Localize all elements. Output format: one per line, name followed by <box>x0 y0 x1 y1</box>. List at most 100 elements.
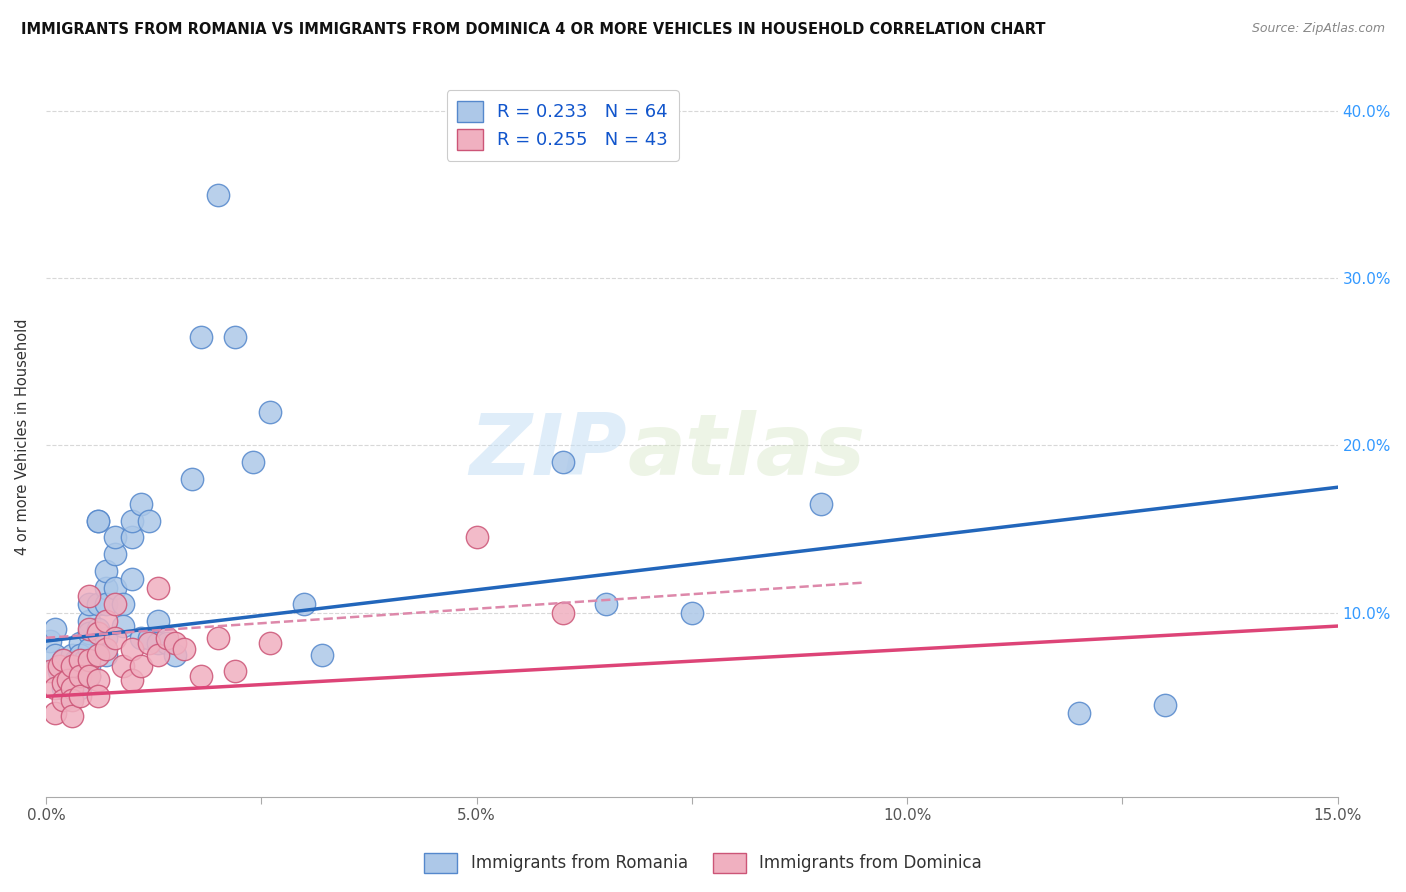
Point <box>69 669 91 683</box>
Point <box>207 187 229 202</box>
Point <box>77 614 100 628</box>
Text: Source: ZipAtlas.com: Source: ZipAtlas.com <box>1251 22 1385 36</box>
Point <box>551 606 574 620</box>
Point <box>60 690 83 704</box>
Point <box>104 631 127 645</box>
Point <box>155 631 177 645</box>
Point <box>465 530 488 544</box>
Point <box>104 530 127 544</box>
Point <box>129 659 152 673</box>
Point <box>311 648 333 662</box>
Legend: R = 0.233   N = 64, R = 0.255   N = 43: R = 0.233 N = 64, R = 0.255 N = 43 <box>447 90 679 161</box>
Point <box>86 514 108 528</box>
Point <box>39 634 62 648</box>
Point <box>112 597 135 611</box>
Point <box>165 648 187 662</box>
Point <box>138 514 160 528</box>
Point <box>165 636 187 650</box>
Point <box>60 669 83 683</box>
Point <box>181 472 204 486</box>
Point <box>77 669 100 683</box>
Point <box>44 706 66 720</box>
Point <box>96 642 118 657</box>
Point <box>86 625 108 640</box>
Point <box>86 690 108 704</box>
Point <box>52 659 75 673</box>
Point <box>86 597 108 611</box>
Point <box>810 497 832 511</box>
Point <box>44 648 66 662</box>
Point <box>121 642 143 657</box>
Point <box>69 648 91 662</box>
Text: IMMIGRANTS FROM ROMANIA VS IMMIGRANTS FROM DOMINICA 4 OR MORE VEHICLES IN HOUSEH: IMMIGRANTS FROM ROMANIA VS IMMIGRANTS FR… <box>21 22 1046 37</box>
Point <box>52 692 75 706</box>
Point <box>73 652 96 666</box>
Point <box>86 623 108 637</box>
Point <box>146 614 169 628</box>
Point <box>112 619 135 633</box>
Point <box>39 664 62 678</box>
Point <box>86 514 108 528</box>
Point <box>77 659 100 673</box>
Point <box>77 589 100 603</box>
Point <box>44 623 66 637</box>
Point <box>52 652 75 666</box>
Point <box>146 636 169 650</box>
Point <box>56 673 79 687</box>
Point <box>104 597 127 611</box>
Point <box>69 690 91 704</box>
Point <box>1154 698 1177 712</box>
Text: ZIP: ZIP <box>470 410 627 493</box>
Point <box>65 652 87 666</box>
Point <box>121 572 143 586</box>
Point <box>96 631 118 645</box>
Point <box>681 606 703 620</box>
Point <box>242 455 264 469</box>
Point <box>121 530 143 544</box>
Point <box>104 547 127 561</box>
Point <box>112 659 135 673</box>
Text: atlas: atlas <box>627 410 865 493</box>
Point <box>190 669 212 683</box>
Point <box>595 597 617 611</box>
Point <box>138 636 160 650</box>
Point <box>77 625 100 640</box>
Point <box>52 652 75 666</box>
Point <box>155 636 177 650</box>
Point <box>52 676 75 690</box>
Point <box>146 581 169 595</box>
Point <box>96 648 118 662</box>
Point <box>96 581 118 595</box>
Point <box>86 673 108 687</box>
Point <box>77 642 100 657</box>
Point <box>69 669 91 683</box>
Point <box>224 664 246 678</box>
Point <box>69 659 91 673</box>
Y-axis label: 4 or more Vehicles in Household: 4 or more Vehicles in Household <box>15 318 30 556</box>
Point <box>69 681 91 695</box>
Legend: Immigrants from Romania, Immigrants from Dominica: Immigrants from Romania, Immigrants from… <box>418 847 988 880</box>
Point <box>60 681 83 695</box>
Point <box>129 497 152 511</box>
Point <box>190 329 212 343</box>
Point <box>52 681 75 695</box>
Point <box>77 669 100 683</box>
Point <box>60 676 83 690</box>
Point <box>44 681 66 695</box>
Point <box>138 631 160 645</box>
Point <box>121 673 143 687</box>
Point <box>259 405 281 419</box>
Point <box>259 636 281 650</box>
Point <box>129 631 152 645</box>
Point <box>96 564 118 578</box>
Point <box>207 631 229 645</box>
Point <box>48 664 70 678</box>
Point <box>60 709 83 723</box>
Point <box>104 581 127 595</box>
Point <box>121 514 143 528</box>
Point <box>86 648 108 662</box>
Point <box>77 597 100 611</box>
Point <box>173 642 195 657</box>
Point <box>96 614 118 628</box>
Point <box>69 652 91 666</box>
